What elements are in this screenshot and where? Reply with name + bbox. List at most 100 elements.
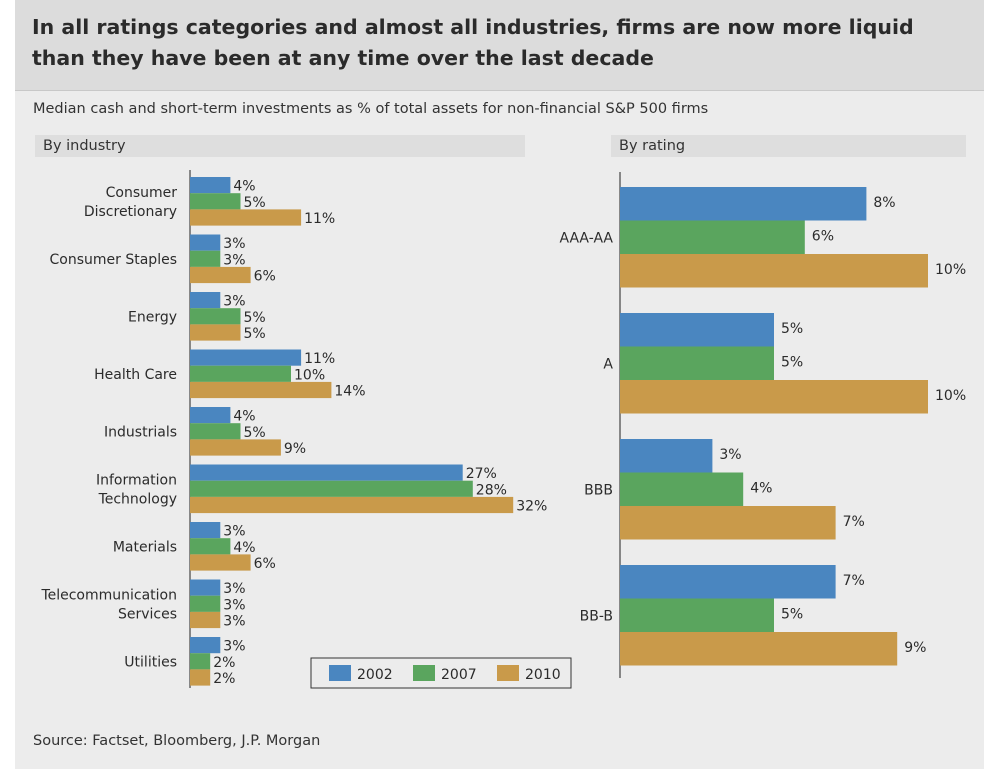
- industry-value-label: 5%: [244, 425, 266, 441]
- industry-bar: [190, 381, 332, 399]
- industry-category-label: Information Technology: [96, 472, 177, 507]
- industry-bar: [190, 611, 221, 629]
- industry-bar: [190, 365, 291, 382]
- source-note: Source: Factset, Bloomberg, J.P. Morgan: [33, 733, 321, 749]
- industry-value-label: 4%: [233, 179, 255, 195]
- industry-value-label: 11%: [304, 351, 335, 367]
- rating-bar: [620, 598, 774, 632]
- industry-bar: [190, 193, 241, 210]
- industry-bar: [190, 637, 221, 654]
- title-band: In all ratings categories and almost all…: [15, 0, 984, 91]
- industry-value-label: 11%: [304, 211, 335, 227]
- rating-value-label: 5%: [781, 355, 803, 371]
- rating-bar: [620, 439, 713, 473]
- industry-value-label: 5%: [244, 195, 266, 211]
- legend-label: 2010: [525, 667, 561, 683]
- legend-swatch: [413, 665, 435, 681]
- industry-value-label: 14%: [334, 384, 365, 400]
- industry-value-label: 9%: [284, 441, 306, 457]
- rating-value-label: 6%: [812, 229, 834, 245]
- rating-bar: [620, 254, 928, 288]
- industry-value-label: 3%: [223, 294, 245, 310]
- industry-category-label: Consumer Staples: [50, 252, 177, 268]
- industry-category-label: Industrials: [104, 424, 177, 440]
- rating-value-label: 10%: [935, 388, 966, 404]
- rating-value-label: 5%: [781, 321, 803, 337]
- industry-bar: [190, 496, 514, 514]
- industry-value-label: 5%: [244, 310, 266, 326]
- legend-box: [310, 657, 572, 689]
- industry-bar: [190, 266, 251, 284]
- industry-bar: [190, 554, 251, 571]
- rating-value-label: 9%: [904, 640, 926, 656]
- rating-value-label: 10%: [935, 262, 966, 278]
- industry-value-label: 4%: [233, 409, 255, 425]
- industry-bar: [190, 308, 241, 325]
- industry-value-label: 2%: [213, 671, 235, 687]
- rating-bar: [620, 346, 774, 380]
- industry-bar: [190, 538, 231, 555]
- rating-value-label: 7%: [843, 573, 865, 589]
- rating-bar: [620, 632, 898, 666]
- industry-bar: [190, 595, 221, 612]
- industry-value-label: 27%: [466, 466, 497, 482]
- industry-category-label: Utilities: [124, 654, 177, 670]
- industry-bar: [190, 407, 231, 424]
- industry-value-label: 6%: [254, 269, 276, 285]
- chart-title: In all ratings categories and almost all…: [32, 15, 914, 70]
- rating-bar: [620, 313, 774, 347]
- legend-swatch: [329, 665, 351, 681]
- industry-value-label: 3%: [223, 614, 245, 630]
- panel-title-industry: By industry: [35, 135, 525, 157]
- industry-value-label: 28%: [476, 482, 507, 498]
- industry-bar: [190, 439, 281, 456]
- rating-bar: [620, 472, 744, 506]
- rating-bar: [620, 220, 805, 254]
- industry-value-label: 3%: [223, 581, 245, 597]
- industry-category-label: Telecommunication Services: [40, 587, 177, 622]
- chart-frame: In all ratings categories and almost all…: [15, 0, 984, 769]
- industry-value-label: 3%: [223, 524, 245, 540]
- industry-value-label: 3%: [223, 597, 245, 613]
- rating-category-label: BBB: [584, 482, 613, 498]
- industry-bar: [190, 209, 302, 226]
- rating-bar: [620, 187, 867, 221]
- legend-label: 2007: [441, 667, 477, 683]
- rating-bar: [620, 380, 928, 414]
- rating-category-label: BB-B: [580, 608, 613, 624]
- panel-title-rating: By rating: [611, 135, 966, 157]
- rating-value-label: 7%: [843, 514, 865, 530]
- industry-value-label: 4%: [233, 540, 255, 556]
- chart-subtitle: Median cash and short-term investments a…: [33, 101, 709, 117]
- industry-value-label: 2%: [213, 655, 235, 671]
- legend-label: 2002: [357, 667, 393, 683]
- industry-category-label: Consumer Discretionary: [84, 185, 177, 220]
- industry-bar: [190, 177, 231, 194]
- rating-value-label: 8%: [873, 195, 895, 211]
- industry-bar: [190, 423, 241, 440]
- rating-value-label: 5%: [781, 607, 803, 623]
- industry-bar: [190, 480, 473, 497]
- industry-bar: [190, 324, 241, 341]
- industry-category-label: Energy: [128, 309, 177, 325]
- industry-value-label: 5%: [244, 326, 266, 342]
- industry-bar: [190, 579, 221, 596]
- industry-bar: [190, 250, 221, 267]
- industry-value-label: 10%: [294, 367, 325, 383]
- industry-value-label: 3%: [223, 639, 245, 655]
- legend-swatch: [497, 665, 519, 681]
- rating-bar: [620, 565, 836, 599]
- rating-value-label: 4%: [750, 481, 772, 497]
- rating-category-label: AAA-AA: [560, 230, 614, 246]
- industry-value-label: 3%: [223, 236, 245, 252]
- industry-bar: [190, 464, 463, 481]
- industry-bar: [190, 292, 221, 309]
- industry-bar: [190, 349, 302, 366]
- rating-value-label: 3%: [719, 447, 741, 463]
- industry-value-label: 6%: [254, 556, 276, 572]
- rating-bar: [620, 506, 836, 540]
- rating-category-label: A: [603, 356, 613, 372]
- industry-value-label: 32%: [516, 499, 547, 515]
- industry-bar: [190, 522, 221, 539]
